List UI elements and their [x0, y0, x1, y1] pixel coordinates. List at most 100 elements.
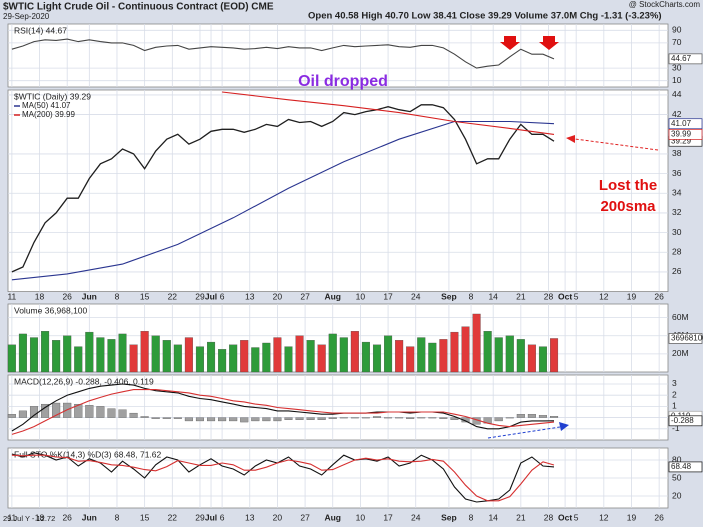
x-tick-label: 18: [35, 512, 45, 522]
annotation-arrows: [487, 36, 659, 439]
bar: [339, 337, 348, 373]
x-tick-label: Aug: [324, 291, 341, 301]
bar: [428, 417, 437, 419]
x-tick-label: 10: [356, 512, 366, 522]
arrow-head: [566, 135, 575, 143]
x-tick-label: 15: [140, 512, 150, 522]
bar: [118, 409, 127, 418]
bar: [74, 346, 83, 373]
bar: [538, 346, 547, 373]
bar: [129, 412, 138, 418]
last-value-box: [668, 53, 703, 65]
bar: [295, 417, 304, 420]
bar: [295, 335, 304, 373]
last-value-label: 68.48: [671, 462, 692, 471]
annotation: Lost the: [599, 177, 657, 194]
x-tick-label: 28: [544, 291, 554, 301]
x-tick-label: 24: [411, 291, 421, 301]
bar: [339, 417, 348, 419]
bar: [317, 417, 326, 420]
x-tick-label: Jun: [82, 512, 97, 522]
bar: [162, 340, 171, 373]
bar: [306, 417, 315, 420]
bar: [395, 417, 404, 419]
bar: [384, 417, 393, 419]
bar: [384, 335, 393, 373]
x-tick-label: 13: [245, 512, 255, 522]
x-tick-label: 19: [627, 291, 637, 301]
x-tick-label: 8: [469, 512, 474, 522]
bar: [118, 333, 127, 373]
panel: [7, 23, 669, 88]
bar: [229, 344, 238, 373]
bar: [140, 331, 149, 373]
bar: [317, 344, 326, 373]
bar: [450, 417, 459, 420]
bar: [417, 417, 426, 419]
bar: [516, 414, 525, 418]
bar: [505, 417, 514, 419]
x-tick-label: 12: [599, 512, 609, 522]
x-tick-label: 26: [654, 512, 664, 522]
x-tick-label: 19: [627, 512, 637, 522]
bar: [74, 403, 83, 418]
bar: [18, 410, 27, 418]
last-value-box: [668, 415, 703, 427]
y-tick-label: 38: [672, 148, 682, 158]
x-tick-label: 11: [7, 512, 16, 522]
y-tick-label: -1: [672, 423, 680, 433]
bar: [184, 417, 193, 422]
y-tick-label: 70: [672, 37, 682, 47]
bar: [184, 337, 193, 373]
source: @ StockCharts.com: [629, 0, 701, 9]
x-tick-label: 29: [195, 512, 205, 522]
bar: [240, 417, 249, 423]
bar: [63, 335, 72, 373]
series-line: [11, 104, 555, 273]
x-tick-label: 27: [300, 291, 310, 301]
x-tick-label: 26: [62, 291, 72, 301]
bar: [7, 414, 16, 418]
y-tick-label: 2: [672, 389, 677, 399]
date: 29-Sep-2020: [3, 12, 50, 21]
panel: [7, 303, 669, 373]
bar: [273, 337, 282, 373]
bar: [361, 341, 370, 373]
x-tick-label: Sep: [441, 291, 457, 301]
bar: [29, 337, 39, 373]
last-value-box: [668, 461, 703, 473]
bar: [207, 417, 216, 422]
y-tick-label: 60M: [672, 312, 689, 322]
bar: [494, 337, 503, 373]
bar: [439, 417, 448, 419]
y-tick-label: 30: [672, 62, 682, 72]
y-tick-label: 3: [672, 378, 677, 388]
bar: [85, 331, 94, 373]
bar: [395, 340, 404, 373]
x-tick-label: Jul: [205, 291, 217, 301]
y-tick-label: 80: [672, 454, 682, 464]
series-line: [11, 452, 555, 503]
bar: [550, 338, 559, 373]
x-tick-label: 6: [220, 512, 225, 522]
x-tick-label: 5: [574, 512, 579, 522]
bar: [162, 417, 171, 419]
x-tick-label: 11: [7, 291, 16, 301]
red-arrow: [500, 36, 520, 50]
x-tick-label: 8: [115, 291, 120, 301]
y-tick-label: 20: [672, 490, 682, 500]
bar: [417, 337, 426, 373]
bar: [240, 340, 249, 373]
x-tick-label: Oct: [558, 291, 572, 301]
last-value-label: 41.07: [671, 119, 692, 128]
bar: [173, 417, 182, 419]
bar: [262, 417, 271, 422]
x-tick-label: 15: [140, 291, 150, 301]
symbol-title: $WTIC Light Crude Oil - Continuous Contr…: [3, 2, 274, 13]
annotation: Oil dropped: [298, 73, 388, 90]
x-tick-label: 26: [654, 291, 664, 301]
x-tick-label: 14: [488, 512, 498, 522]
x-tick-label: 20: [273, 291, 283, 301]
bar: [406, 417, 415, 419]
bar: [505, 335, 514, 373]
